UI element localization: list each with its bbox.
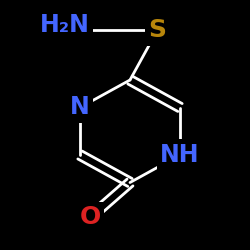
Text: S: S: [148, 18, 166, 42]
Text: N: N: [70, 96, 90, 120]
Text: O: O: [80, 206, 100, 230]
Text: NH: NH: [160, 143, 200, 167]
Text: H₂N: H₂N: [40, 13, 90, 37]
